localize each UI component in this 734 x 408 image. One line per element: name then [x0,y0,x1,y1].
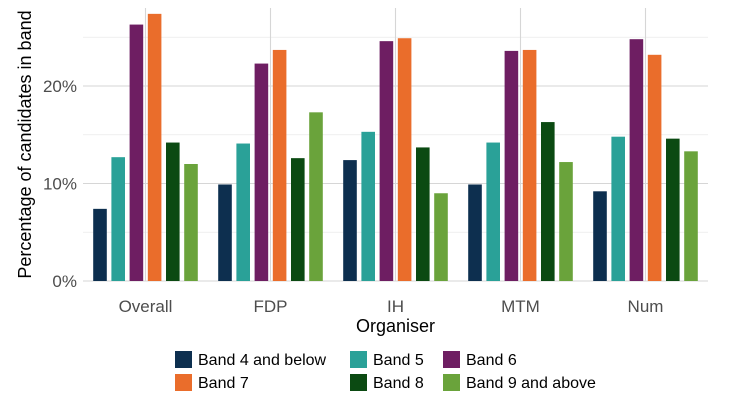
bar [397,38,412,281]
legend-swatch [443,374,460,391]
legend-swatch [443,351,460,368]
bar [434,193,448,281]
legend-swatch [175,374,192,391]
bar [593,191,607,281]
bar [93,208,107,281]
bar [309,112,323,281]
bar [468,184,482,281]
bar [666,138,680,281]
bar [111,157,125,281]
y-axis-title: Percentage of candidates in band [15,10,35,278]
x-tick-label: FDP [254,297,288,316]
x-tick-label: Overall [119,297,173,316]
bar [559,162,573,281]
y-axis-ticks: 0% 10% 20% [43,77,77,291]
bar [522,49,537,281]
bar [416,147,430,281]
legend-label: Band 9 and above [466,375,596,392]
legend-swatch [175,351,192,368]
bar [611,136,625,281]
bar [291,158,305,281]
x-tick-label: IH [387,297,404,316]
bar [361,131,375,281]
y-tick-label: 0% [52,272,77,291]
bar [504,50,519,282]
bar [236,143,250,281]
bar [254,63,269,282]
x-tick-label: MTM [501,297,540,316]
y-tick-label: 10% [43,175,77,194]
legend-label: Band 4 and below [198,352,327,369]
bar [343,160,357,281]
legend-label: Band 7 [198,375,249,392]
bar [184,164,198,281]
legend-label: Band 8 [373,375,424,392]
bar [379,41,394,282]
legend-swatch [350,351,367,368]
bar [147,13,162,281]
bar [272,49,287,281]
bar [218,184,232,281]
legend-label: Band 6 [466,352,517,369]
bar [647,54,662,281]
legend-swatch [350,374,367,391]
bar [541,122,555,281]
bar [629,39,644,282]
bar [166,142,180,281]
x-tick-label: Num [628,297,664,316]
bar [684,151,698,281]
bars [93,13,698,282]
legend: Band 4 and below Band 5 Band 6 Band 7 Band 8… [175,351,596,392]
y-tick-label: 20% [43,77,77,96]
x-axis-title: Organiser [356,316,435,336]
bar [486,142,500,281]
legend-label: Band 5 [373,352,424,369]
x-axis-ticks: Overall FDP IH MTM Num [119,297,664,316]
bar [129,24,144,281]
